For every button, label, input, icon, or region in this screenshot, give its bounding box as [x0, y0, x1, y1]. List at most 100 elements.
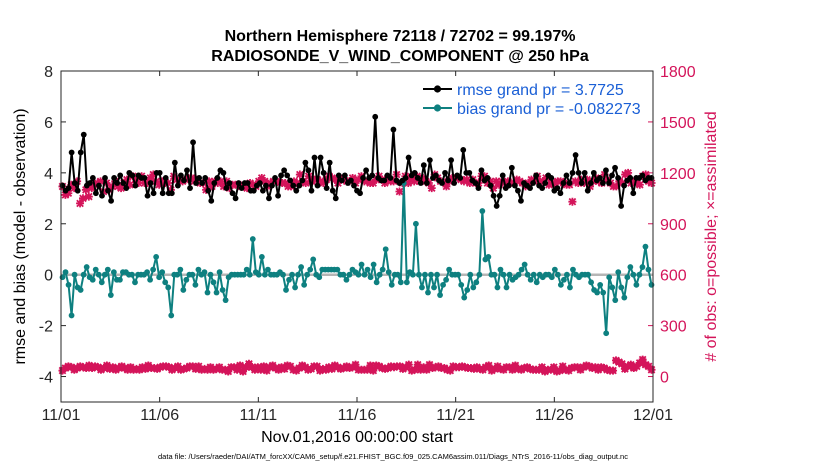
rmse-point — [156, 169, 163, 176]
bias-point — [645, 266, 652, 273]
bias-point — [80, 271, 87, 278]
bias-point — [585, 271, 591, 278]
rmse-point — [387, 175, 394, 181]
bias-point — [98, 279, 105, 286]
rmse-point — [308, 187, 315, 194]
obs-assimilated-point — [125, 180, 134, 189]
rmse-point — [596, 175, 603, 181]
rmse-point — [335, 172, 342, 179]
rmse-point — [275, 192, 281, 199]
bias-point — [412, 220, 419, 227]
bias-point — [89, 276, 96, 283]
obs-assimilated-point — [295, 170, 304, 179]
legend-bias-label: bias grand pr = -0.082273 — [457, 101, 641, 118]
rmse-point — [220, 169, 227, 176]
rmse-point — [293, 187, 300, 194]
x-axis-ticks: 11/01 11/06 11/11 11/16 11/21 11/26 12/01 — [42, 71, 673, 424]
rmse-point — [311, 154, 318, 161]
obs-possible-cross — [538, 363, 546, 372]
rmse-point — [609, 172, 615, 179]
bias-point — [71, 271, 78, 278]
bias-point — [195, 266, 202, 273]
bias-point — [455, 271, 462, 278]
rmse-point — [326, 159, 333, 166]
obs-possible-cross — [549, 363, 558, 372]
bias-point — [379, 266, 386, 273]
rmse-point — [560, 180, 567, 186]
bias-point — [261, 271, 268, 278]
obs-possible-cross — [236, 361, 245, 370]
bias-point — [373, 279, 380, 286]
bias-point — [642, 243, 649, 250]
obs-possible-cross — [413, 360, 422, 369]
rmse-point — [505, 182, 512, 189]
bias-point — [464, 287, 471, 293]
obs-possible-cross — [647, 365, 656, 374]
x-tick-label: 12/01 — [633, 407, 673, 424]
bias-point — [403, 279, 410, 286]
obs-assimilated-point — [612, 182, 621, 191]
bias-point — [159, 269, 166, 276]
rmse-point — [89, 175, 96, 181]
rmse-point — [460, 147, 467, 153]
bias-point — [443, 276, 450, 283]
rmse-point — [68, 149, 75, 156]
rmse-point — [603, 167, 609, 174]
bias-point — [289, 271, 295, 278]
bias-point — [615, 269, 622, 276]
bias-point — [367, 274, 374, 281]
rmse-point — [302, 159, 309, 166]
x-tick-label: 11/21 — [436, 407, 475, 424]
rmse-point — [244, 180, 251, 186]
bias-point — [524, 271, 531, 278]
bias-point — [207, 271, 214, 278]
bias-point — [147, 276, 154, 283]
rmse-point — [193, 180, 199, 186]
bias-point — [132, 279, 138, 286]
bias-point — [92, 266, 99, 273]
obs-assimilated-point — [117, 184, 126, 193]
bias-point — [201, 269, 208, 276]
bias-point — [446, 266, 453, 273]
obs-assimilated-point — [163, 179, 172, 188]
bias-point — [183, 276, 190, 283]
rmse-point — [578, 180, 585, 186]
rmse-point — [96, 182, 102, 189]
rmse-point — [184, 167, 190, 174]
bias-point — [162, 279, 169, 286]
bias-point — [633, 281, 640, 288]
bias-point — [95, 271, 102, 278]
obs-assimilated-point — [166, 185, 175, 194]
bias-point — [431, 284, 437, 291]
bias-point — [627, 264, 634, 270]
rmse-point — [548, 175, 555, 181]
rmse-point — [190, 139, 196, 146]
rmse-point — [141, 175, 148, 181]
bias-point — [156, 274, 163, 281]
left-tick-label: 8 — [44, 64, 53, 81]
rmse-point — [284, 172, 291, 179]
rmse-point — [144, 192, 151, 199]
rmse-point — [411, 169, 418, 176]
rmse-point — [114, 180, 121, 186]
y-axis-label-right: # of obs: o=possible; ×=assimilated — [703, 111, 720, 361]
bias-point — [603, 330, 610, 337]
rmse-point — [208, 197, 215, 204]
bias-point — [473, 279, 480, 286]
bias-point — [101, 271, 108, 278]
rmse-point — [405, 154, 412, 161]
bias-point — [249, 236, 256, 242]
rmse-point — [159, 190, 166, 197]
rmse-point — [423, 180, 430, 186]
right-tick-label: 1200 — [660, 166, 696, 183]
bias-point — [428, 271, 434, 278]
obs-possible-cross — [638, 355, 647, 364]
series-rmse — [59, 113, 655, 209]
rmse-point — [584, 187, 591, 194]
bias-point — [461, 294, 468, 301]
right-tick-label: 600 — [660, 268, 687, 285]
bias-point — [458, 281, 465, 288]
rmse-point — [263, 182, 269, 189]
rmse-point — [341, 172, 348, 179]
